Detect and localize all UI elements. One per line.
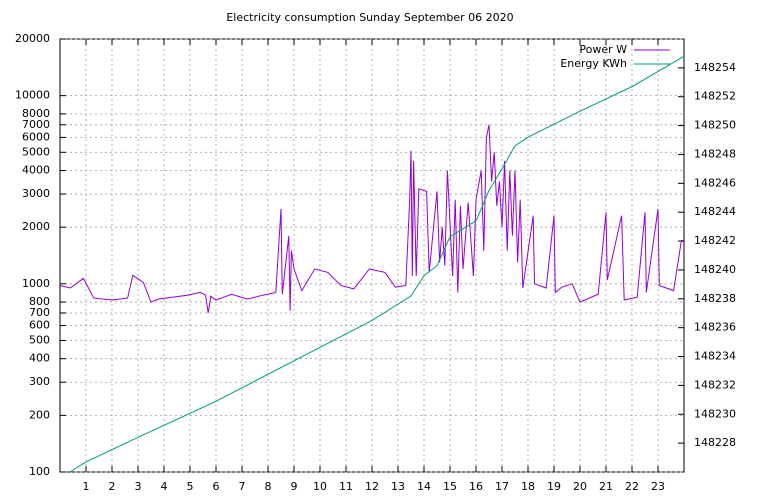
x-tick-label: 10 <box>313 480 327 493</box>
y2-tick-label: 148254 <box>694 61 736 74</box>
legend-label: Energy KWh <box>560 57 627 70</box>
x-tick-label: 1 <box>83 480 90 493</box>
x-tick-label: 12 <box>365 480 379 493</box>
series-line <box>59 124 684 314</box>
y2-tick-label: 148244 <box>694 205 736 218</box>
y-tick-label: 700 <box>29 306 50 319</box>
x-tick-label: 14 <box>417 480 431 493</box>
x-tick-label: 5 <box>187 480 194 493</box>
y-tick-label: 20000 <box>15 32 50 45</box>
x-tick-label: 3 <box>135 480 142 493</box>
x-tick-label: 17 <box>495 480 509 493</box>
y-tick-label: 300 <box>29 375 50 388</box>
x-tick-label: 9 <box>291 480 298 493</box>
y-tick-label: 8000 <box>22 107 50 120</box>
y2-tick-label: 148236 <box>694 321 736 334</box>
y-tick-label: 400 <box>29 352 50 365</box>
chart-title: Electricity consumption Sunday September… <box>226 11 513 24</box>
y-tick-label: 1000 <box>22 277 50 290</box>
y2-tick-label: 148238 <box>694 292 736 305</box>
y-tick-label: 2000 <box>22 220 50 233</box>
x-tick-label: 20 <box>573 480 587 493</box>
x-tick-label: 8 <box>265 480 272 493</box>
x-tick-label: 19 <box>547 480 561 493</box>
y2-tick-label: 148228 <box>694 436 736 449</box>
x-tick-label: 23 <box>651 480 665 493</box>
y2-tick-label: 148240 <box>694 263 736 276</box>
y-tick-label: 7000 <box>22 118 50 131</box>
x-tick-label: 7 <box>239 480 246 493</box>
y2-tick-label: 148230 <box>694 407 736 420</box>
y-tick-label: 4000 <box>22 164 50 177</box>
y-tick-label: 6000 <box>22 130 50 143</box>
x-tick-label: 15 <box>443 480 457 493</box>
x-tick-label: 6 <box>213 480 220 493</box>
x-tick-label: 13 <box>391 480 405 493</box>
y-tick-label: 10000 <box>15 89 50 102</box>
y-tick-label: 600 <box>29 319 50 332</box>
y2-tick-label: 148246 <box>694 176 736 189</box>
y-tick-label: 800 <box>29 295 50 308</box>
x-tick-label: 18 <box>521 480 535 493</box>
y-tick-label: 500 <box>29 333 50 346</box>
y-tick-label: 100 <box>29 465 50 478</box>
x-tick-label: 16 <box>469 480 483 493</box>
y2-tick-label: 148234 <box>694 350 736 363</box>
y2-tick-label: 148250 <box>694 119 736 132</box>
y2-tick-label: 148252 <box>694 90 736 103</box>
x-tick-label: 4 <box>161 480 168 493</box>
y-tick-label: 5000 <box>22 145 50 158</box>
y2-tick-label: 148232 <box>694 378 736 391</box>
x-tick-label: 21 <box>599 480 613 493</box>
x-tick-label: 11 <box>339 480 353 493</box>
y2-tick-label: 148242 <box>694 234 736 247</box>
y-tick-label: 3000 <box>22 187 50 200</box>
x-tick-label: 22 <box>625 480 639 493</box>
series-line <box>69 55 685 473</box>
y-tick-label: 200 <box>29 408 50 421</box>
x-tick-label: 2 <box>109 480 116 493</box>
y2-tick-label: 148248 <box>694 147 736 160</box>
legend-label: Power W <box>579 43 627 56</box>
